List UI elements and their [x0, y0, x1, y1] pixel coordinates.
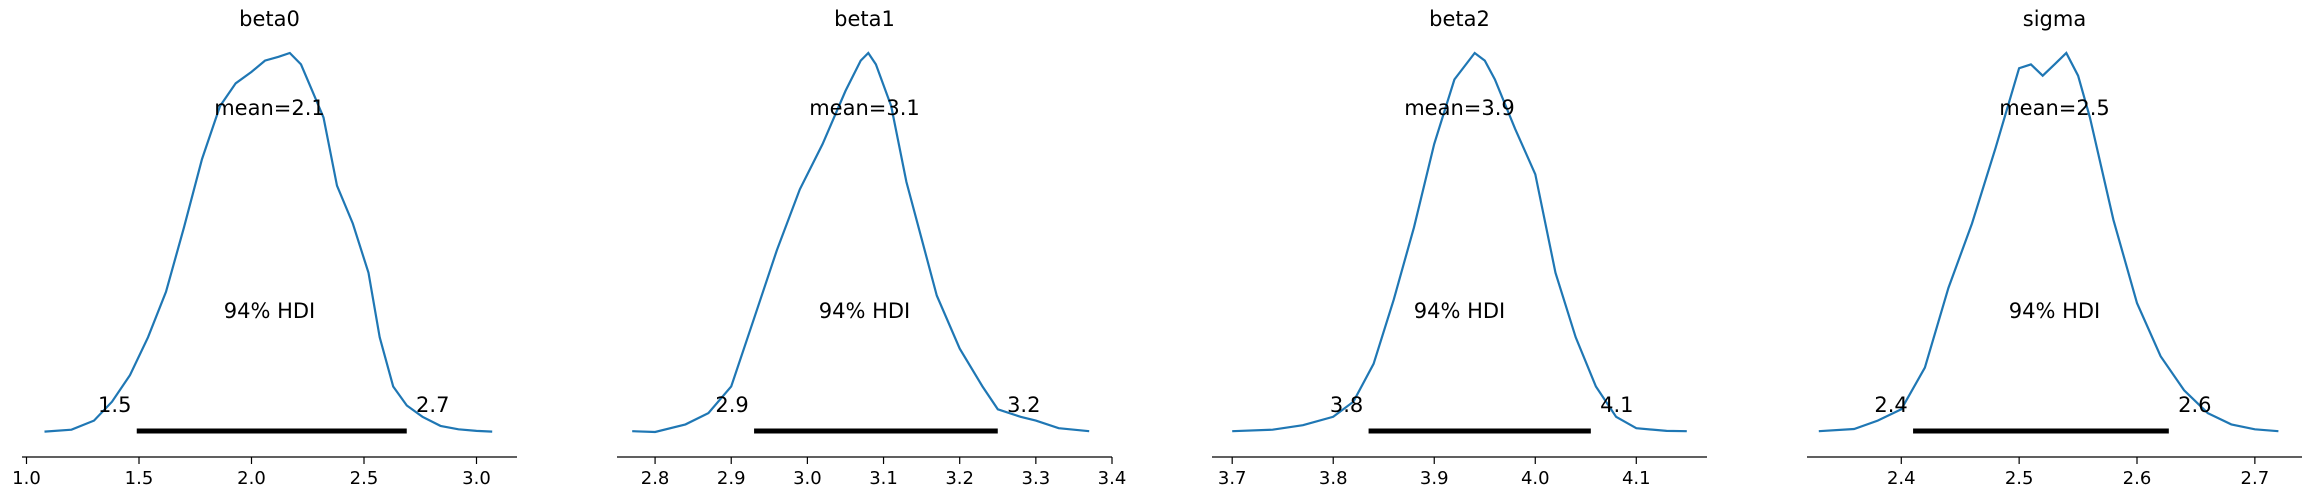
hdi-label: 94% HDI — [224, 299, 316, 323]
x-tick-label: 3.8 — [1319, 468, 1348, 489]
hdi-high-label: 3.2 — [1007, 393, 1040, 417]
x-tick-label: 2.8 — [641, 468, 670, 489]
panel-sigma: sigma mean=2.5 94% HDI 2.4 2.6 2.4 2.5 2.6 2.7 — [1807, 7, 2302, 489]
hdi-low-label: 1.5 — [98, 393, 131, 417]
x-tick-label: 3.1 — [869, 468, 898, 489]
x-tick-label: 1.0 — [12, 468, 41, 489]
hdi-label: 94% HDI — [819, 299, 911, 323]
hdi-high-label: 2.6 — [2178, 393, 2211, 417]
hdi-high-label: 2.7 — [416, 393, 449, 417]
x-tick-label: 2.7 — [2241, 468, 2270, 489]
kde-curve — [632, 51, 1090, 434]
mean-label: mean=3.9 — [1404, 96, 1515, 120]
panel-title: beta1 — [834, 7, 895, 31]
kde-curve — [44, 51, 493, 433]
x-tick-label: 4.1 — [1622, 468, 1651, 489]
panel-title: sigma — [2023, 7, 2086, 31]
x-tick-label: 2.6 — [2123, 468, 2152, 489]
x-tick-label: 1.5 — [125, 468, 154, 489]
hdi-label: 94% HDI — [2009, 299, 2101, 323]
hdi-low-label: 2.9 — [715, 393, 748, 417]
x-tick-label: 3.2 — [945, 468, 974, 489]
panel-title: beta0 — [239, 7, 300, 31]
mean-label: mean=2.5 — [1999, 96, 2110, 120]
hdi-high-label: 4.1 — [1600, 393, 1633, 417]
x-tick-label: 2.5 — [350, 468, 379, 489]
x-tick-label: 3.0 — [462, 468, 491, 489]
panel-title: beta2 — [1429, 7, 1490, 31]
x-tick-label: 3.0 — [793, 468, 822, 489]
x-tick-label: 3.4 — [1098, 468, 1127, 489]
panel-beta0: beta0 mean=2.1 94% HDI 1.5 2.7 1.0 1.5 2.0 2.5 3.… — [12, 7, 517, 489]
kde-curve — [1818, 51, 2279, 433]
mean-label: mean=3.1 — [809, 96, 920, 120]
x-tick-label: 3.3 — [1022, 468, 1051, 489]
panel-beta2: beta2 mean=3.9 94% HDI 3.8 4.1 3.7 3.8 3.9 4.0 4.… — [1212, 7, 1707, 489]
x-tick-label: 2.4 — [1887, 468, 1916, 489]
x-tick-label: 2.0 — [237, 468, 266, 489]
x-tick-label: 2.5 — [2005, 468, 2034, 489]
mean-label: mean=2.1 — [214, 96, 325, 120]
x-tick-label: 2.9 — [717, 468, 746, 489]
hdi-label: 94% HDI — [1414, 299, 1506, 323]
x-tick-label: 3.7 — [1218, 468, 1247, 489]
panel-beta1: beta1 mean=3.1 94% HDI 2.9 3.2 2.8 2.9 3.0 3.1 3.… — [617, 7, 1126, 489]
hdi-low-label: 2.4 — [1874, 393, 1907, 417]
kde-curve — [1232, 51, 1687, 433]
hdi-low-label: 3.8 — [1330, 393, 1363, 417]
x-tick-label: 4.0 — [1521, 468, 1550, 489]
x-tick-label: 3.9 — [1420, 468, 1449, 489]
